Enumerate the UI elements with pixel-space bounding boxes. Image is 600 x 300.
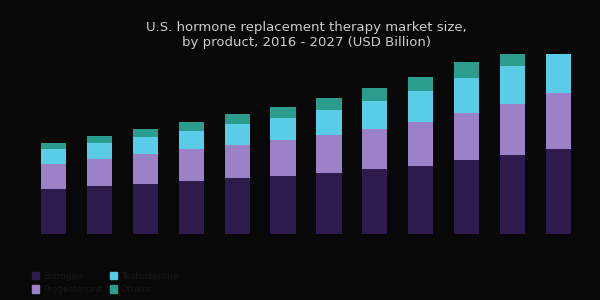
Bar [133, 137, 158, 154]
Bar [271, 140, 296, 176]
Bar [179, 149, 204, 181]
Bar [545, 93, 571, 148]
Bar [224, 124, 250, 145]
Bar [224, 145, 250, 178]
Bar [87, 186, 112, 234]
Bar [408, 166, 433, 234]
Bar [271, 176, 296, 234]
Bar [362, 129, 388, 169]
Bar [454, 113, 479, 160]
Bar [316, 110, 341, 135]
Bar [41, 149, 67, 164]
Bar [500, 104, 525, 155]
Bar [316, 173, 341, 234]
Bar [271, 107, 296, 118]
Bar [408, 91, 433, 122]
Bar [500, 155, 525, 234]
Title: U.S. hormone replacement therapy market size,
by product, 2016 - 2027 (USD Billi: U.S. hormone replacement therapy market … [146, 21, 466, 49]
Bar [454, 78, 479, 113]
Bar [454, 160, 479, 234]
Bar [41, 143, 67, 149]
Bar [316, 135, 341, 173]
Bar [408, 122, 433, 166]
Bar [362, 88, 388, 101]
Bar [545, 50, 571, 93]
Bar [133, 184, 158, 234]
Bar [500, 66, 525, 104]
Bar [224, 178, 250, 234]
Bar [179, 122, 204, 130]
Bar [545, 148, 571, 234]
Bar [179, 181, 204, 234]
Bar [41, 164, 67, 189]
Bar [87, 159, 112, 186]
Bar [224, 114, 250, 124]
Bar [87, 136, 112, 143]
Bar [454, 62, 479, 78]
Bar [133, 129, 158, 137]
Bar [179, 130, 204, 149]
Bar [316, 98, 341, 110]
Bar [133, 154, 158, 184]
Bar [362, 169, 388, 234]
Bar [545, 29, 571, 50]
Legend: Estrogen, Progesterone, Testosterone, Others: Estrogen, Progesterone, Testosterone, Ot… [29, 268, 182, 298]
Bar [408, 76, 433, 91]
Bar [362, 101, 388, 129]
Bar [500, 48, 525, 66]
Bar [41, 189, 67, 234]
Bar [87, 143, 112, 159]
Bar [271, 118, 296, 140]
